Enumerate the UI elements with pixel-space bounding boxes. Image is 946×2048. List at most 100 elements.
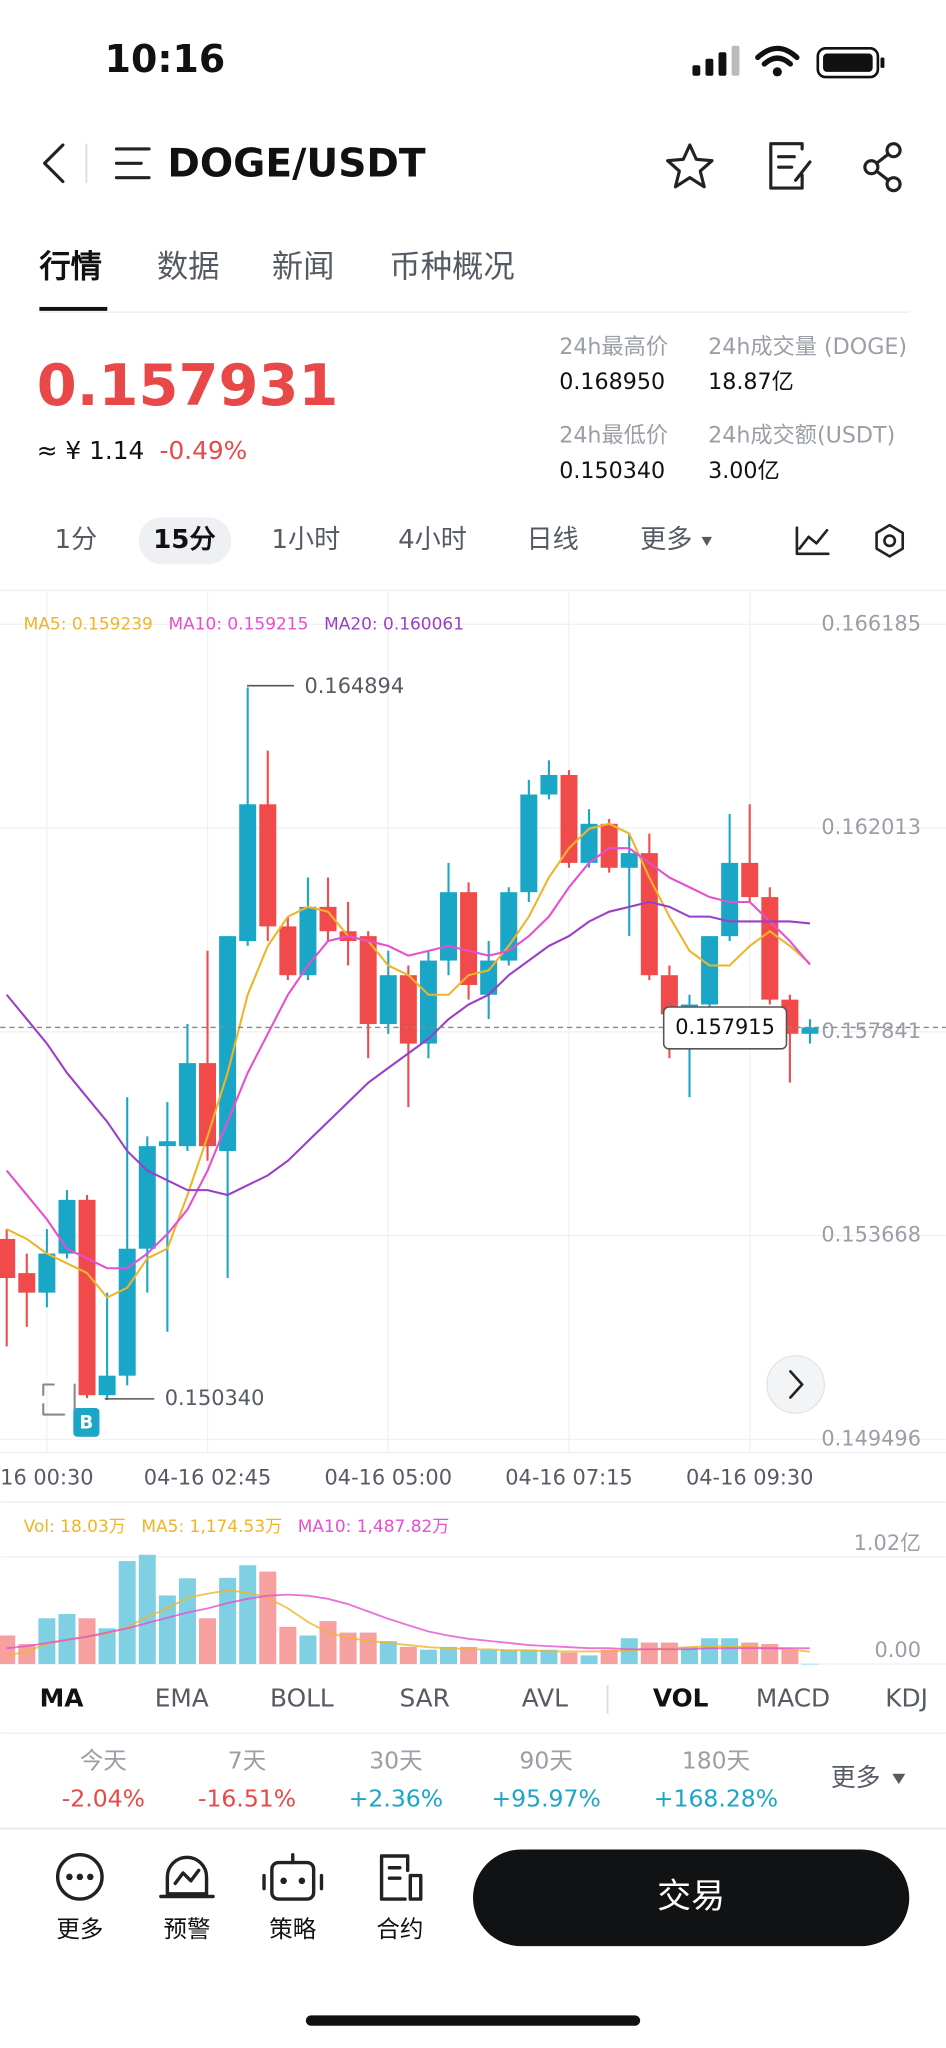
stat-value: 18.87亿 — [708, 369, 794, 395]
performance-value: -2.04% — [62, 1784, 145, 1812]
tab[interactable]: 行情 — [39, 249, 102, 285]
candle-body — [158, 1141, 176, 1147]
volume-bar — [480, 1649, 498, 1664]
svg-text:B: B — [79, 1413, 93, 1434]
candle-body — [259, 804, 277, 927]
nav-item[interactable]: 更多 — [56, 1915, 103, 1943]
candle-body — [138, 1146, 156, 1249]
volume-bar — [199, 1618, 217, 1664]
performance-label: 7天 — [228, 1746, 266, 1774]
volume-bar — [98, 1628, 116, 1664]
candle-body — [38, 1253, 56, 1293]
x-tick-label: 04-16 02:45 — [144, 1466, 271, 1490]
candle-body — [239, 804, 257, 942]
indicator-tab[interactable]: SAR — [399, 1683, 449, 1712]
candle-body — [18, 1273, 36, 1293]
volume-bar — [419, 1649, 437, 1664]
interval-option[interactable]: 15分 — [153, 525, 215, 555]
performance-value: +2.36% — [349, 1784, 443, 1812]
volume-bar — [259, 1571, 277, 1664]
candle-body — [419, 960, 437, 1044]
volume-bar — [660, 1642, 678, 1664]
candle-body — [520, 794, 538, 893]
candle-body — [540, 774, 558, 795]
stat-label: 24h成交量 (DOGE) — [708, 334, 907, 360]
vol-tick-label: 0.00 — [875, 1638, 921, 1662]
interval-option[interactable]: 4小时 — [398, 525, 467, 555]
volume-bar — [540, 1649, 558, 1664]
tab[interactable]: 数据 — [157, 249, 220, 285]
volume-bar — [219, 1577, 237, 1664]
x-tick-label: 04-16 05:00 — [325, 1466, 452, 1490]
volume-bar — [279, 1626, 297, 1664]
volume-bar — [520, 1649, 538, 1664]
nav-item[interactable]: 合约 — [376, 1915, 423, 1943]
interval-option[interactable]: 日线 — [527, 525, 579, 555]
volume-bar — [319, 1621, 337, 1664]
volume-bar — [178, 1578, 196, 1664]
indicator-tab[interactable]: MACD — [756, 1683, 830, 1712]
volume-bar — [138, 1554, 156, 1664]
menu-button[interactable] — [114, 147, 151, 180]
candle-body — [741, 862, 759, 898]
interval-option[interactable]: 1小时 — [271, 525, 340, 555]
ma-legend: MA10: 0.159215 — [168, 614, 308, 634]
performance-value: +95.97% — [491, 1784, 600, 1812]
ma-line — [6, 822, 811, 1299]
volume-bar — [299, 1635, 317, 1664]
volume-bar — [118, 1561, 136, 1664]
interval-option[interactable]: 更多 — [640, 525, 692, 555]
vol-legend: MA10: 1,487.82万 — [298, 1517, 449, 1537]
candle-body — [801, 1027, 819, 1034]
interval-selected — [138, 517, 232, 565]
indicator-tab[interactable]: AVL — [522, 1683, 568, 1712]
interval-option[interactable]: 1分 — [55, 525, 98, 555]
y-tick-label: 0.149496 — [821, 1426, 921, 1450]
trade-button-label: 交易 — [657, 1876, 725, 1916]
indicator-tab[interactable]: VOL — [653, 1683, 709, 1712]
y-tick-label: 0.157841 — [821, 1019, 921, 1043]
indicator-tab[interactable]: EMA — [155, 1683, 209, 1712]
candle-body — [460, 892, 478, 985]
candle-body — [721, 862, 739, 937]
candle-body — [440, 892, 457, 961]
stat-label: 24h最高价 — [559, 334, 668, 360]
fullscreen-button[interactable] — [42, 1383, 76, 1416]
nav-item[interactable]: 策略 — [269, 1915, 316, 1943]
note-button[interactable] — [769, 142, 812, 190]
candle-body — [78, 1199, 96, 1396]
volume-bar — [600, 1649, 618, 1664]
volume-bar — [500, 1649, 518, 1664]
performance-value: +168.28% — [654, 1784, 778, 1812]
candle-body — [98, 1375, 116, 1396]
performance-more[interactable]: 更多 — [831, 1763, 881, 1792]
settings-button[interactable] — [875, 523, 905, 558]
trade-button[interactable] — [473, 1849, 910, 1947]
back-button[interactable] — [43, 143, 65, 184]
nav-item[interactable]: 预警 — [163, 1915, 210, 1943]
tab[interactable]: 新闻 — [272, 249, 335, 285]
low-annotation: 0.150340 — [165, 1386, 265, 1410]
indicator-tab[interactable]: BOLL — [270, 1683, 334, 1712]
share-button[interactable] — [863, 142, 902, 193]
tab-underline — [39, 306, 108, 311]
candle-body — [620, 853, 638, 868]
status-icons — [692, 45, 885, 79]
volume-bar — [0, 1635, 16, 1664]
cny-price: ≈ ¥ 1.14 — [37, 436, 145, 465]
candle-body — [500, 892, 518, 961]
candle-body — [600, 823, 618, 868]
tab[interactable]: 币种概况 — [389, 249, 514, 285]
performance-value: -16.51% — [198, 1784, 296, 1812]
candle-body — [480, 960, 498, 995]
indicator-tab[interactable]: KDJ — [885, 1683, 928, 1712]
candle-body — [359, 936, 377, 1025]
volume-bar — [560, 1652, 578, 1664]
performance-label: 90天 — [519, 1746, 572, 1774]
favorite-button[interactable] — [666, 143, 714, 189]
chart-type-button[interactable] — [795, 526, 830, 556]
indicator-tab[interactable]: MA — [40, 1683, 85, 1712]
scroll-right-button[interactable] — [766, 1355, 825, 1414]
stat-value: 0.168950 — [559, 369, 665, 395]
